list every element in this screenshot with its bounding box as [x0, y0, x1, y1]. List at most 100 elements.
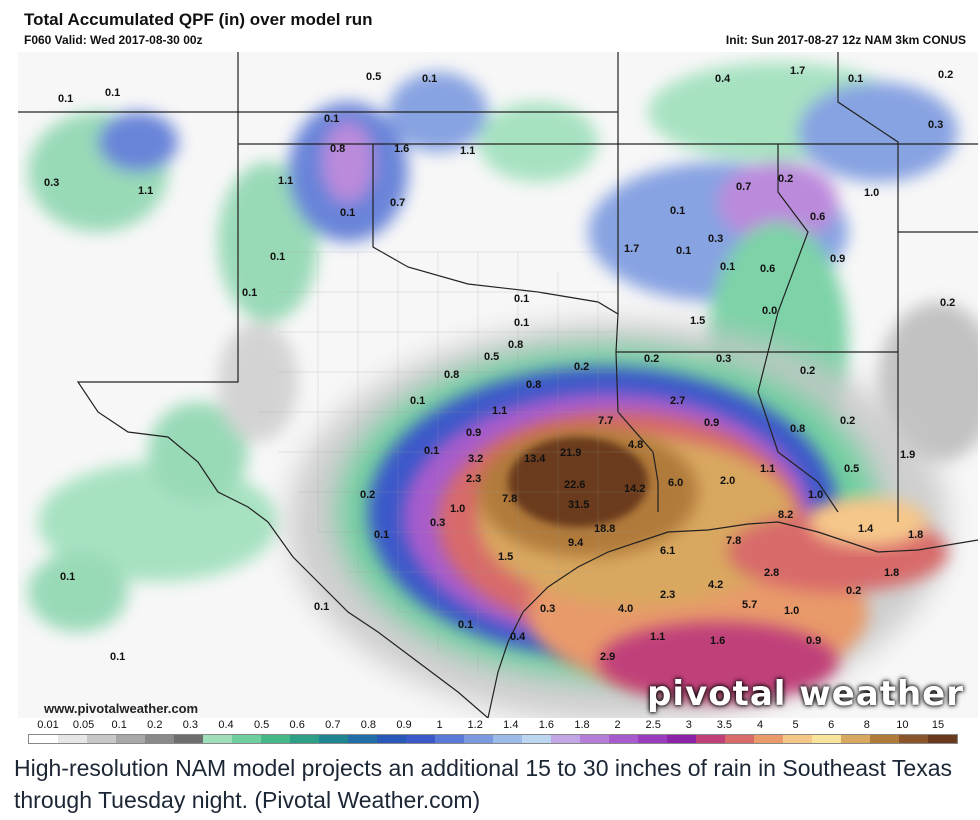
- map-title: Total Accumulated QPF (in) over model ru…: [24, 10, 373, 29]
- value-label: 0.2: [360, 489, 375, 501]
- legend-color-swatch: [609, 735, 638, 743]
- legend-color-swatch: [29, 735, 58, 743]
- value-label: 0.2: [574, 361, 589, 373]
- watermark-url: www.pivotalweather.com: [44, 701, 199, 716]
- value-label: 0.4: [715, 73, 731, 85]
- map-canvas: 0.1 0.1 0.5 0.1 0.4 1.7 0.1 0.2 0.3 0.1 …: [18, 52, 978, 718]
- legend-tick-label: 0.05: [72, 719, 95, 731]
- value-label: 1.8: [908, 529, 923, 541]
- legend-tick-label: 0.3: [182, 719, 199, 731]
- value-label: 1.1: [492, 405, 507, 417]
- value-label: 7.7: [598, 415, 613, 427]
- legend-color-swatch: [928, 735, 957, 743]
- legend-color-swatch: [377, 735, 406, 743]
- legend-tick-label: 0.1: [111, 719, 127, 731]
- value-label: 4.0: [618, 603, 633, 615]
- legend-color-swatch: [406, 735, 435, 743]
- legend-color-swatch: [696, 735, 725, 743]
- value-label: 0.1: [670, 205, 685, 217]
- value-label: 1.4: [858, 523, 874, 535]
- init-time: Init: Sun 2017-08-27 12z NAM 3km CONUS: [725, 33, 966, 47]
- legend-color-swatch: [754, 735, 783, 743]
- legend-tick-label: 0.5: [253, 719, 270, 731]
- value-label: 1.0: [808, 489, 823, 501]
- value-label: 0.6: [810, 211, 825, 223]
- value-label: 0.8: [444, 369, 459, 381]
- value-label: 1.6: [394, 143, 409, 155]
- legend-color-swatch: [870, 735, 899, 743]
- legend-color-swatch: [464, 735, 493, 743]
- legend-tick-label: 10: [896, 719, 909, 731]
- legend-color-swatch: [667, 735, 696, 743]
- value-label: 0.1: [514, 293, 529, 305]
- value-label: 0.1: [270, 251, 285, 263]
- caption: High-resolution NAM model projects an ad…: [14, 755, 953, 813]
- value-label: 4.2: [708, 579, 723, 591]
- legend-tick-label: 1.4: [503, 719, 519, 731]
- legend-color-swatch: [145, 735, 174, 743]
- legend-color-swatch: [203, 735, 232, 743]
- value-label: 7.8: [502, 493, 517, 505]
- value-label: 1.7: [624, 243, 639, 255]
- value-label: 0.1: [410, 395, 425, 407]
- legend-color-swatch: [435, 735, 464, 743]
- value-label: 0.2: [644, 353, 659, 365]
- value-label: 8.2: [778, 509, 793, 521]
- value-label: 1.5: [498, 551, 513, 563]
- value-label: 1.8: [884, 567, 899, 579]
- value-label: 1.7: [790, 65, 805, 77]
- legend-color-bar: [28, 734, 958, 744]
- value-labels: 0.1 0.1 0.5 0.1 0.4 1.7 0.1 0.2 0.3 0.1 …: [44, 65, 955, 663]
- value-label: 31.5: [568, 499, 589, 511]
- value-label: 0.5: [844, 463, 859, 475]
- value-label: 0.9: [466, 427, 481, 439]
- value-label: 0.8: [526, 379, 541, 391]
- legend-color-swatch: [174, 735, 203, 743]
- legend-tick-label: 8: [863, 719, 870, 731]
- valid-time: F060 Valid: Wed 2017-08-30 00z: [24, 33, 203, 47]
- legend-tick-label: 0.6: [289, 719, 305, 731]
- value-label: 1.1: [138, 185, 153, 197]
- legend-tick-label: 4: [756, 719, 764, 731]
- value-label: 6.0: [668, 477, 683, 489]
- value-label: 2.3: [466, 473, 481, 485]
- legend-color-swatch: [232, 735, 261, 743]
- legend-color-swatch: [116, 735, 145, 743]
- legend-color-swatch: [725, 735, 754, 743]
- value-label: 0.3: [540, 603, 555, 615]
- value-label: 0.2: [840, 415, 855, 427]
- legend-tick-label: 3.5: [716, 719, 733, 731]
- value-label: 0.5: [366, 71, 381, 83]
- legend-color-swatch: [522, 735, 551, 743]
- value-label: 14.2: [624, 483, 645, 495]
- value-label: 1.9: [900, 449, 915, 461]
- value-label: 0.1: [458, 619, 473, 631]
- value-label: 1.0: [784, 605, 799, 617]
- value-label: 1.1: [460, 145, 475, 157]
- value-label: 0.3: [44, 177, 59, 189]
- legend-color-swatch: [87, 735, 116, 743]
- value-label: 0.2: [778, 173, 793, 185]
- legend-tick-label: 1.8: [574, 719, 590, 731]
- value-label: 0.1: [60, 571, 75, 583]
- value-label: 18.8: [594, 523, 615, 535]
- value-label: 13.4: [524, 453, 546, 465]
- legend-tick-label: 1.6: [538, 719, 555, 731]
- color-scale-legend: 0.01 0.05 0.1 0.2 0.3 0.4 0.5 0.6 0.7 0.8 0.9 1 1.2 1…: [18, 718, 978, 748]
- value-label: 22.6: [564, 479, 585, 491]
- value-label: 0.9: [806, 635, 821, 647]
- value-label: 0.9: [830, 253, 845, 265]
- value-label: 3.2: [468, 453, 483, 465]
- value-label: 7.8: [726, 535, 741, 547]
- legend-tick-label: 6: [828, 719, 835, 731]
- value-label: 2.9: [600, 651, 615, 663]
- legend-tick-labels: 0.01 0.05 0.1 0.2 0.3 0.4 0.5 0.6 0.7 0.8 0.9 1 1.2 1…: [18, 718, 978, 732]
- legend-color-swatch: [348, 735, 377, 743]
- legend-color-swatch: [783, 735, 812, 743]
- value-label: 0.1: [324, 113, 339, 125]
- value-label: 0.1: [422, 73, 437, 85]
- value-label: 4.8: [628, 439, 643, 451]
- value-label: 2.3: [660, 589, 675, 601]
- header: Total Accumulated QPF (in) over model ru…: [0, 0, 980, 52]
- value-label: 9.4: [568, 537, 584, 549]
